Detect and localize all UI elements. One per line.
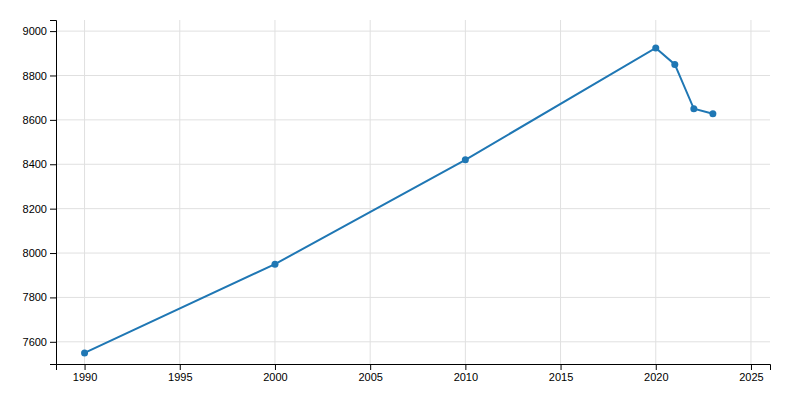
y-tick-label: 7800 — [23, 291, 47, 303]
y-grid-line — [56, 253, 770, 254]
x-tick-label: 2015 — [549, 371, 573, 383]
x-axis-line — [57, 365, 771, 371]
y-tick-mark — [50, 75, 56, 76]
point — [690, 105, 697, 112]
y-axis: 7600 7800 8000 8200 8400 8600 8800 9000 — [23, 21, 57, 365]
x-grid-line — [179, 20, 180, 364]
y-tick: 8000 — [23, 247, 56, 259]
y-tick-label: 8600 — [23, 114, 47, 126]
marks — [81, 44, 716, 356]
point — [671, 61, 678, 68]
x-grid-line — [655, 20, 656, 364]
point — [271, 261, 278, 268]
point — [709, 110, 716, 117]
y-grid-line — [56, 208, 770, 209]
x-tick-mark — [656, 364, 657, 370]
y-tick-mark — [50, 209, 56, 210]
x-grid-line — [274, 20, 275, 364]
x-tick: 2005 — [358, 364, 382, 383]
y-axis-line — [50, 21, 57, 365]
x-tick: 2000 — [263, 364, 287, 383]
x-grid-line — [370, 20, 371, 364]
x-grid-line — [560, 20, 561, 364]
x-tick-mark — [180, 364, 181, 370]
x-tick-mark — [751, 364, 752, 370]
y-tick: 9000 — [23, 25, 56, 37]
y-grid-line — [56, 341, 770, 342]
y-tick-label: 8800 — [23, 70, 47, 82]
y-tick: 7800 — [23, 291, 56, 303]
x-tick-label: 1990 — [73, 371, 97, 383]
x-tick: 2020 — [644, 364, 668, 383]
y-tick-label: 8400 — [23, 158, 47, 170]
point — [462, 156, 469, 163]
x-tick: 1995 — [168, 364, 192, 383]
y-tick: 8200 — [23, 203, 56, 215]
y-tick-mark — [50, 120, 56, 121]
x-grid-line — [465, 20, 466, 364]
y-tick-mark — [50, 342, 56, 343]
y-tick: 8800 — [23, 70, 56, 82]
x-tick-mark — [85, 364, 86, 370]
y-tick-label: 8000 — [23, 247, 47, 259]
x-tick-label: 2020 — [644, 371, 668, 383]
y-grid-line — [56, 31, 770, 32]
y-grid-line — [56, 119, 770, 120]
x-tick: 2025 — [739, 364, 763, 383]
x-tick-label: 2000 — [263, 371, 287, 383]
y-tick-label: 7600 — [23, 336, 47, 348]
x-axis: 1990 1995 2000 2005 2010 2015 2020 2025 — [57, 364, 771, 383]
y-tick-label: 9000 — [23, 25, 47, 37]
x-tick-mark — [370, 364, 371, 370]
y-grid-line — [56, 164, 770, 165]
y-tick: 8600 — [23, 114, 56, 126]
y-tick-label: 8200 — [23, 203, 47, 215]
line — [85, 48, 713, 353]
x-tick-mark — [275, 364, 276, 370]
x-tick-mark — [465, 364, 466, 370]
plot: 1990 1995 2000 2005 2010 2015 2020 2025 7600 7800… — [23, 20, 771, 383]
x-tick: 1990 — [73, 364, 97, 383]
x-grid-line — [84, 20, 85, 364]
x-tick-label: 1995 — [168, 371, 192, 383]
y-tick: 8400 — [23, 158, 56, 170]
y-tick-mark — [50, 31, 56, 32]
y-tick-mark — [50, 253, 56, 254]
y-tick-mark — [50, 164, 56, 165]
x-tick-label: 2025 — [739, 371, 763, 383]
x-tick-label: 2010 — [454, 371, 478, 383]
grid — [56, 20, 770, 364]
y-tick-mark — [50, 297, 56, 298]
x-grid-line — [750, 20, 751, 364]
y-tick: 7600 — [23, 336, 56, 348]
x-tick-mark — [561, 364, 562, 370]
point — [81, 349, 88, 356]
x-tick: 2015 — [549, 364, 573, 383]
x-tick-label: 2005 — [358, 371, 382, 383]
x-tick: 2010 — [454, 364, 478, 383]
y-grid-line — [56, 297, 770, 298]
point — [652, 44, 659, 51]
chart: 1990 1995 2000 2005 2010 2015 2020 2025 7600 7800… — [0, 0, 800, 400]
y-grid-line — [56, 75, 770, 76]
